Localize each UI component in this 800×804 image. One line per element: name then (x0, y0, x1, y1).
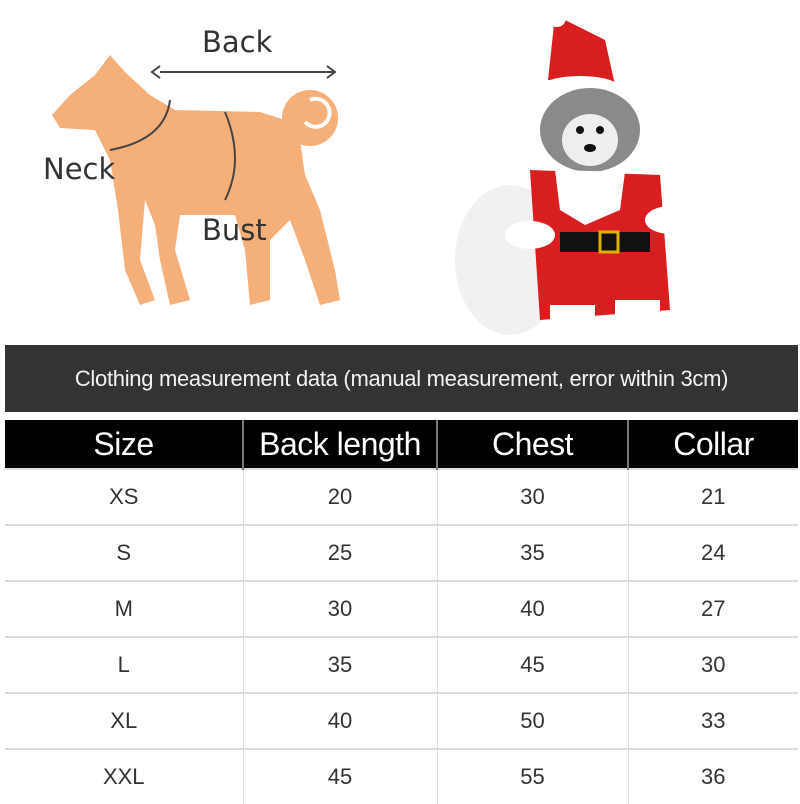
dog-measurement-diagram: Back Neck Bust (0, 0, 400, 340)
chest-cell: 55 (436, 748, 628, 804)
header-size: Size (5, 420, 243, 469)
collar-cell: 36 (627, 748, 798, 804)
back-length-cell: 30 (242, 580, 437, 637)
table-row: S 25 35 24 (5, 524, 798, 581)
santa-dog-image (455, 9, 695, 335)
back-length-cell: 40 (242, 692, 437, 749)
chest-cell: 50 (436, 692, 628, 749)
collar-cell: 24 (627, 524, 798, 581)
product-photo (430, 9, 730, 340)
chest-cell: 45 (436, 636, 628, 693)
chest-cell: 40 (436, 580, 628, 637)
table-header-row: Size Back length Chest Collar (5, 420, 798, 469)
size-cell: XXL (5, 748, 243, 804)
neck-label: Neck (43, 152, 116, 186)
back-length-cell: 45 (242, 748, 437, 804)
measurement-note-banner: Clothing measurement data (manual measur… (5, 345, 798, 412)
table-row: XXL 45 55 36 (5, 748, 798, 804)
table-row: M 30 40 27 (5, 580, 798, 637)
collar-cell: 21 (627, 468, 798, 525)
back-length-cell: 20 (242, 468, 437, 525)
chest-cell: 35 (436, 524, 628, 581)
collar-cell: 30 (627, 636, 798, 693)
table-row: L 35 45 30 (5, 636, 798, 693)
size-chart-table: Size Back length Chest Collar XS 20 30 21 S… (5, 420, 798, 804)
back-length-cell: 25 (242, 524, 437, 581)
chest-cell: 30 (436, 468, 628, 525)
size-cell: XS (5, 468, 243, 525)
size-cell: M (5, 580, 243, 637)
size-cell: L (5, 636, 243, 693)
bust-label: Bust (202, 213, 267, 247)
size-cell: XL (5, 692, 243, 749)
back-label: Back (202, 25, 273, 59)
table-row: XL 40 50 33 (5, 692, 798, 749)
table-row: XS 20 30 21 (5, 468, 798, 525)
back-length-cell: 35 (242, 636, 437, 693)
header-collar: Collar (627, 420, 798, 469)
size-cell: S (5, 524, 243, 581)
collar-cell: 27 (627, 580, 798, 637)
header-back-length: Back length (242, 420, 437, 469)
header-chest: Chest (436, 420, 628, 469)
dog-silhouette-icon (52, 55, 340, 305)
collar-cell: 33 (627, 692, 798, 749)
